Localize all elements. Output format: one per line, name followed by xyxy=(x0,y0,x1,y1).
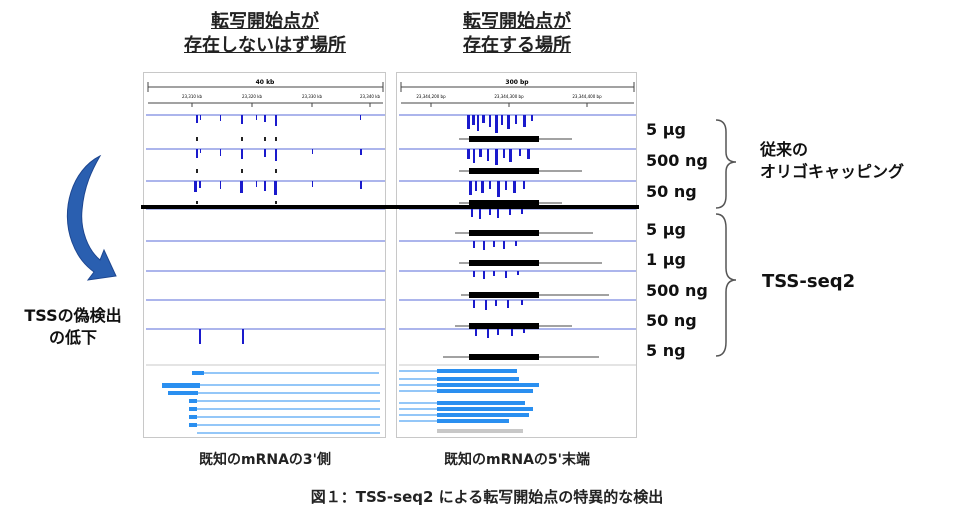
amount-tss-0: 5 µg xyxy=(646,220,686,239)
left-tick-label: 23,340 kb xyxy=(360,94,381,99)
left-tick-label: 23,310 kb xyxy=(182,94,203,99)
right-gene-models xyxy=(399,364,636,433)
right-browser-panel: 300 bp 23,344,200 bp 23,344,300 bp 23,34… xyxy=(396,72,637,438)
brace-tss-seq2 xyxy=(715,213,737,357)
amount-tss-2: 500 ng xyxy=(646,281,708,300)
left-header: 転写開始点が 存在しないはず場所 xyxy=(145,10,385,58)
tss-seq2-label: TSS-seq2 xyxy=(762,271,856,292)
right-tick-label: 23,344,300 bp xyxy=(494,94,524,99)
group-braces xyxy=(715,119,737,357)
amount-tss-4: 5 ng xyxy=(646,341,686,360)
curved-arrow xyxy=(66,154,117,281)
conventional-label-line2: オリゴキャッピング xyxy=(760,162,905,181)
left-tick-label: 23,320 kb xyxy=(242,94,263,99)
conventional-label-line1: 従来の xyxy=(760,140,809,159)
amount-conv-1: 500 ng xyxy=(646,151,708,170)
left-signal-conventional xyxy=(194,115,362,195)
left-header-line2: 存在しないはず場所 xyxy=(184,35,346,56)
right-signal-clusters xyxy=(467,115,533,338)
left-panel-caption: 既知のmRNAの3'側 xyxy=(199,452,331,468)
right-feature-bars xyxy=(469,136,539,360)
false-detection-note: TSSの偽検出 の低下 xyxy=(18,305,128,349)
left-panel-svg: 40 kb 23,310 kb 23,320 kb 23,330 kb 23,3… xyxy=(146,79,385,434)
right-header-line1: 転写開始点が xyxy=(463,11,571,32)
left-tick-label: 23,330 kb xyxy=(302,94,323,99)
left-track-baselines xyxy=(146,114,385,330)
amount-tss-1: 1 µg xyxy=(646,250,686,269)
note-line1: TSSの偽検出 xyxy=(24,306,122,325)
left-header-line1: 転写開始点が xyxy=(211,11,319,32)
conventional-label: 従来の オリゴキャッピング xyxy=(760,139,904,183)
left-signal-tss-seq2 xyxy=(199,329,244,344)
amount-conv-0: 5 µg xyxy=(646,120,686,139)
right-tick-label: 23,344,200 bp xyxy=(416,94,446,99)
brace-conventional xyxy=(715,119,737,209)
amount-tss-3: 50 ng xyxy=(646,311,697,330)
left-browser-panel: 40 kb 23,310 kb 23,320 kb 23,330 kb 23,3… xyxy=(143,72,386,438)
right-panel-caption: 既知のmRNAの5'末端 xyxy=(444,452,590,468)
right-tick-label: 23,344,400 bp xyxy=(572,94,602,99)
left-peak-markers xyxy=(196,137,277,204)
note-line2: の低下 xyxy=(48,328,97,347)
left-scale-label: 40 kb xyxy=(256,79,275,86)
right-scale-label: 300 bp xyxy=(505,79,529,86)
right-header-line2: 存在する場所 xyxy=(463,35,571,56)
right-panel-svg: 300 bp 23,344,200 bp 23,344,300 bp 23,34… xyxy=(399,79,636,433)
left-gene-models xyxy=(146,364,385,434)
amount-conv-2: 50 ng xyxy=(646,182,697,201)
figure-caption: 図１：TSS-seq2 による転写開始点の特異的な検出 xyxy=(310,488,664,506)
arrow-icon xyxy=(66,154,117,281)
right-header: 転写開始点が 存在する場所 xyxy=(397,10,637,58)
method-divider xyxy=(141,205,639,209)
